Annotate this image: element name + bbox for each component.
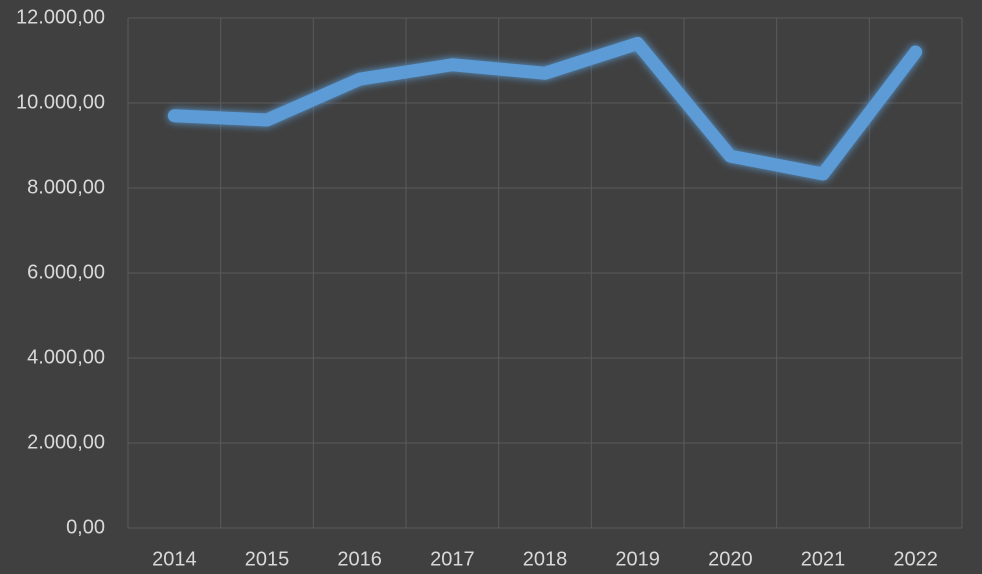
- y-tick-label: 10.000,00: [16, 91, 105, 113]
- y-tick-label: 8.000,00: [27, 176, 105, 198]
- y-tick-label: 0,00: [66, 516, 105, 538]
- y-tick-label: 6.000,00: [27, 261, 105, 283]
- x-tick-label: 2018: [523, 548, 568, 570]
- x-tick-label: 2017: [430, 548, 475, 570]
- x-tick-label: 2019: [615, 548, 660, 570]
- x-tick-label: 2021: [801, 548, 846, 570]
- x-tick-label: 2022: [893, 548, 938, 570]
- y-tick-label: 4.000,00: [27, 346, 105, 368]
- y-tick-label: 2.000,00: [27, 431, 105, 453]
- x-tick-label: 2015: [245, 548, 290, 570]
- x-tick-label: 2014: [152, 548, 197, 570]
- x-tick-label: 2016: [337, 548, 382, 570]
- y-tick-label: 12.000,00: [16, 6, 105, 28]
- x-tick-label: 2020: [708, 548, 753, 570]
- data-line: [167, 37, 923, 181]
